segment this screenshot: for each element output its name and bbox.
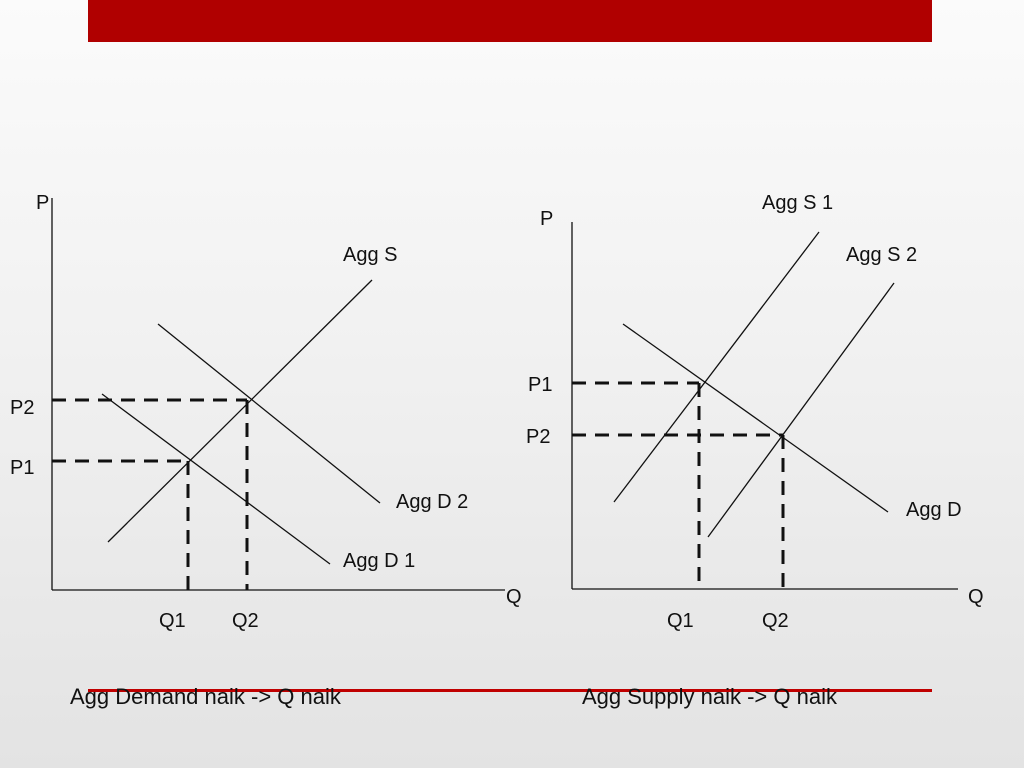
right-caption: Agg Supply naik -> Q naik: [582, 684, 837, 709]
left-q1-label: Q1: [159, 610, 186, 632]
right-graph: P Q Agg S 1 Agg S 2 Agg D P1 P2 Q1 Q2: [526, 192, 984, 632]
right-demand-label: Agg D: [906, 499, 962, 521]
left-agg-supply-curve: [107, 279, 373, 543]
right-q1-label: Q1: [667, 610, 694, 632]
right-p2-label: P2: [526, 426, 550, 448]
title-accent-bar: [88, 0, 932, 42]
caption-rule: [88, 689, 932, 692]
right-y-axis-label: P: [540, 208, 553, 230]
right-p1-label: P1: [528, 374, 552, 396]
left-demand-2-label: Agg D 2: [396, 491, 468, 513]
left-p2-label: P2: [10, 397, 34, 419]
right-agg-supply-1-curve: [613, 231, 820, 503]
left-supply-label: Agg S: [343, 244, 397, 266]
left-caption: Agg Demand naik -> Q naik: [70, 684, 341, 709]
left-agg-demand-1-curve: [101, 393, 331, 565]
right-agg-demand-curve: [622, 323, 889, 513]
right-supply-1-label: Agg S 1: [762, 192, 833, 214]
left-agg-demand-2-curve: [157, 323, 381, 504]
right-x-axis-label: Q: [968, 586, 984, 608]
left-x-axis-label: Q: [506, 586, 522, 608]
left-graph: P Q Agg S Agg D 2 Agg D 1 P2 P1 Q1 Q2: [10, 192, 522, 632]
left-y-axis-label: P: [36, 192, 49, 214]
left-q2-label: Q2: [232, 610, 259, 632]
right-agg-supply-2-curve: [707, 282, 895, 538]
right-q2-label: Q2: [762, 610, 789, 632]
left-demand-1-label: Agg D 1: [343, 550, 415, 572]
right-supply-2-label: Agg S 2: [846, 244, 917, 266]
left-p1-label: P1: [10, 457, 34, 479]
